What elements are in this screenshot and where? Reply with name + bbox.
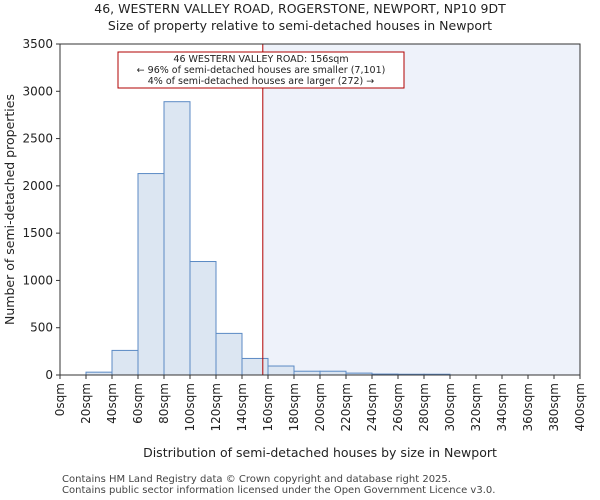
footer-copyright: Contains HM Land Registry data © Crown c…: [62, 474, 451, 485]
histogram-chart: 0 500 1000 1500 2000 2500 3000 3500 0sqm 20sqm 40s…: [2, 37, 587, 460]
larger-region-shading: [262, 44, 580, 375]
y-tick-label: 0: [45, 368, 53, 382]
chart-title-line2: Size of property relative to semi-detach…: [107, 18, 493, 33]
annotation-line2: ← 96% of semi-detached houses are smalle…: [137, 65, 386, 76]
x-tick-label: 360sqm: [521, 383, 535, 431]
histogram-bar: [267, 365, 295, 376]
x-tick-label: 300sqm: [443, 383, 457, 431]
y-tick-label: 2500: [22, 132, 53, 146]
x-tick-label: 80sqm: [157, 383, 171, 424]
x-tick-label: 280sqm: [417, 383, 431, 431]
histogram-bar: [189, 261, 217, 376]
x-tick-label: 160sqm: [261, 383, 275, 431]
histogram-bar: [137, 173, 165, 376]
x-tick-label: 200sqm: [313, 383, 327, 431]
histogram-bar: [111, 349, 139, 376]
y-tick-label: 3500: [22, 37, 53, 51]
annotation-box: [117, 51, 405, 89]
histogram-bar: [163, 101, 191, 376]
x-tick-label: 100sqm: [183, 383, 197, 431]
x-tick-label: 260sqm: [391, 383, 405, 431]
x-tick-label: 340sqm: [495, 383, 509, 431]
x-tick-label: 140sqm: [235, 383, 249, 431]
x-tick-label: 60sqm: [131, 383, 145, 424]
histogram-bar: [215, 332, 243, 376]
chart-title-line1: 46, WESTERN VALLEY ROAD, ROGERSTONE, NEW…: [94, 1, 506, 16]
annotation-line3: 4% of semi-detached houses are larger (2…: [148, 76, 375, 87]
x-axis-label: Distribution of semi-detached houses by …: [143, 445, 497, 460]
x-tick-label: 220sqm: [339, 383, 353, 431]
y-axis-label: Number of semi-detached properties: [2, 94, 17, 325]
x-tick-label: 120sqm: [209, 383, 223, 431]
x-tick-label: 320sqm: [469, 383, 483, 431]
histogram-bar: [241, 357, 269, 376]
x-tick-label: 180sqm: [287, 383, 301, 431]
footer-licence: Contains public sector information licen…: [62, 485, 496, 496]
x-tick-label: 20sqm: [79, 383, 93, 424]
y-tick-label: 1500: [22, 226, 53, 240]
histogram-bar: [293, 370, 321, 376]
x-tick-label: 400sqm: [573, 383, 587, 431]
x-tick-label: 240sqm: [365, 383, 379, 431]
x-tick-label: 380sqm: [547, 383, 561, 431]
histogram-bar: [319, 370, 347, 376]
y-tick-label: 1000: [22, 273, 53, 287]
x-tick-label: 0sqm: [53, 383, 67, 416]
y-tick-label: 2000: [22, 179, 53, 193]
y-tick-label: 500: [30, 321, 53, 335]
x-tick-label: 40sqm: [105, 383, 119, 424]
annotation-line1: 46 WESTERN VALLEY ROAD: 156sqm: [173, 54, 348, 65]
y-tick-label: 3000: [22, 84, 53, 98]
